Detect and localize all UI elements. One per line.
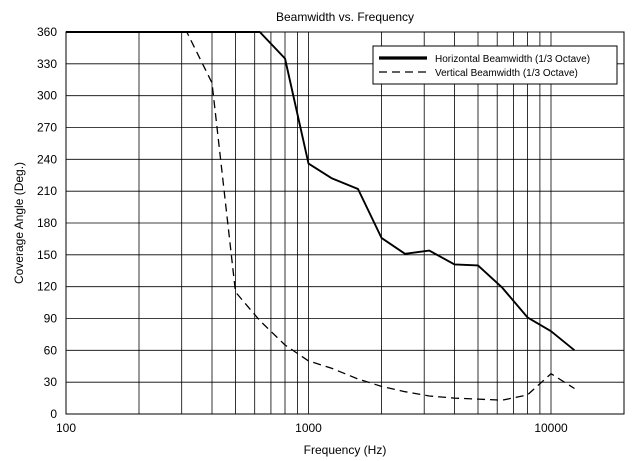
chart-title: Beamwidth vs. Frequency [276,10,414,24]
y-tick-label: 60 [44,343,58,357]
series-line-vertical [66,31,575,401]
y-tick-label: 30 [44,375,58,389]
y-axis-label: Coverage Angle (Deg.) [12,162,26,284]
y-tick-label: 210 [37,184,57,198]
legend-label: Horizontal Beamwidth (1/3 Octave) [435,54,590,65]
x-tick-label: 10000 [534,421,568,435]
y-tick-label: 120 [37,280,57,294]
y-tick-label: 360 [37,25,57,39]
y-tick-label: 330 [37,57,57,71]
legend-box [372,45,618,85]
tick-labels: 0 30 60 90 120 150 180 210 240 270 300 330 360 100 100… [37,25,568,435]
y-tick-label: 240 [37,152,57,166]
y-tick-label: 270 [37,121,57,135]
y-tick-label: 150 [37,248,57,262]
y-tick-label: 180 [37,216,57,230]
plot-border [65,31,625,415]
y-tick-label: 300 [37,89,57,103]
x-tick-label: 100 [56,421,76,435]
y-tick-label: 90 [44,312,58,326]
y-tick-label: 0 [50,407,57,421]
series-layer [66,31,576,401]
x-axis-label: Frequency (Hz) [304,443,387,457]
x-tick-label: 1000 [295,421,322,435]
grid [66,31,624,415]
legend-label: Vertical Beamwidth (1/3 Octave) [435,68,578,79]
legend: Horizontal Beamwidth (1/3 Octave) Vertica… [372,45,618,85]
series-line-horizontal [66,31,576,352]
